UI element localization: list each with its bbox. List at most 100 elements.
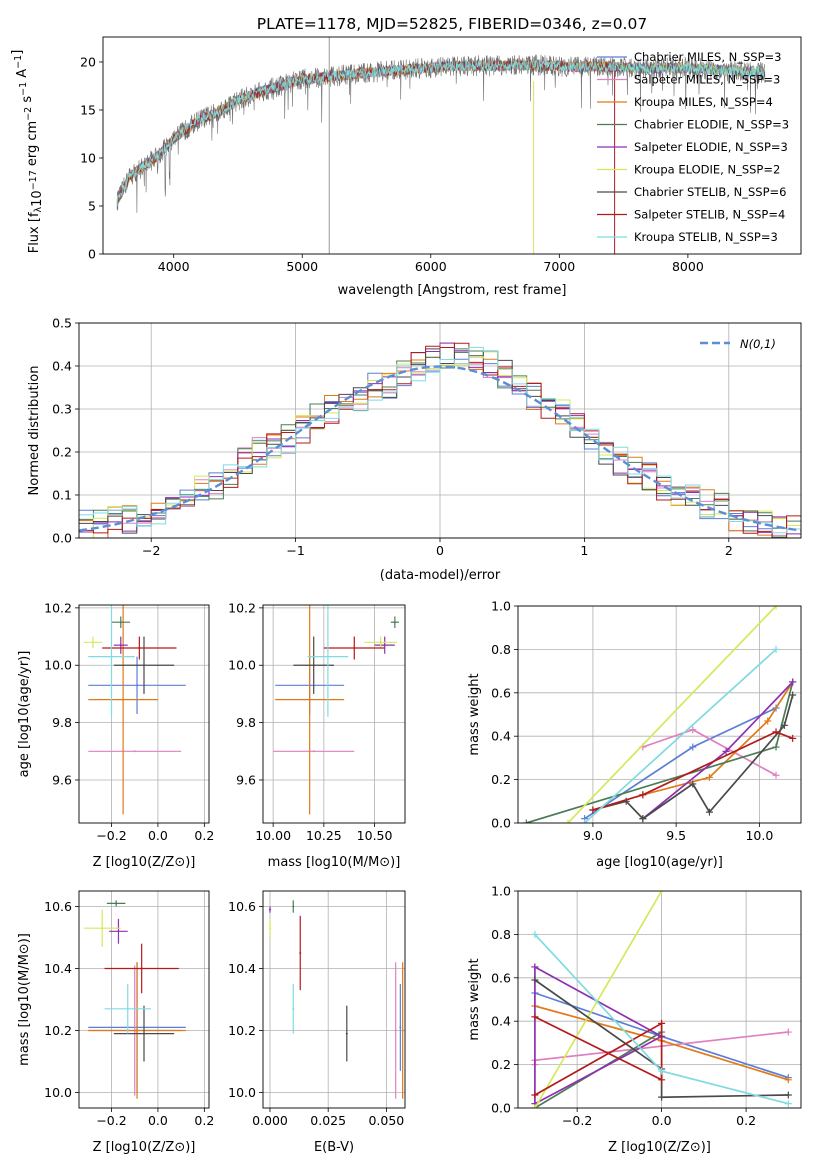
x-tick-label: 9.0	[583, 828, 603, 843]
axes-frame	[78, 890, 210, 1109]
errorbar-point	[268, 908, 271, 911]
weight-series-marker	[658, 1076, 666, 1084]
errorbar-point	[345, 1032, 348, 1035]
x-tick-label: 0.000	[252, 1113, 288, 1128]
weight-series-marker	[639, 791, 647, 799]
x-tick-label: 7000	[543, 259, 575, 274]
weight-lines	[531, 891, 792, 1108]
weight-series-marker	[764, 717, 772, 725]
x-tick-label: 0.0	[148, 828, 168, 843]
weight-series-marker	[705, 808, 713, 816]
x-axis-label: wavelength [Angstrom, rest frame]	[338, 283, 567, 298]
weight-series-marker	[784, 1028, 792, 1036]
errorbar-point	[143, 664, 145, 667]
axes-frame	[262, 604, 406, 824]
weight-series-marker	[772, 728, 780, 736]
x-tick-label: 6000	[415, 259, 447, 274]
errorbar-point	[312, 750, 315, 753]
weight-series-marker	[772, 606, 780, 610]
legend-label: Salpeter MILES, N_SSP=3	[634, 73, 780, 87]
y-tick-label: 0.8	[491, 642, 511, 657]
errorbar-point	[399, 1026, 402, 1029]
y-tick-label: 15	[80, 102, 96, 117]
x-axis-label: age [log10(age/yr)]	[596, 855, 723, 870]
y-tick-label: 10.6	[228, 899, 256, 914]
legend-label: N(0,1)	[740, 337, 776, 351]
y-axis-label: mass [log10(M/M⊙)]	[17, 933, 32, 1066]
axes-frame	[78, 322, 802, 539]
x-axis-label: Z [log10(Z/Z⊙)]	[93, 855, 196, 870]
errorbar-point	[133, 750, 136, 753]
errorbar-group	[268, 900, 404, 1099]
y-tick-label: 1.0	[491, 884, 511, 899]
y-axis-label-part: −2	[23, 107, 34, 121]
chart-title: PLATE=1178, MJD=52825, FIBERID=0346, z=0…	[257, 15, 647, 33]
weight-series-marker	[772, 771, 780, 779]
legend-label: Kroupa MILES, N_SSP=4	[634, 95, 773, 109]
errorbar-point	[126, 1007, 129, 1010]
weight-lines	[522, 606, 797, 823]
errorbar-point	[268, 927, 271, 930]
weight-series-marker	[658, 1093, 666, 1101]
legend-label: Chabrier STELIB, N_SSP=6	[634, 185, 786, 199]
model-spectrum-line	[116, 59, 766, 207]
y-axis-label-part: s	[20, 96, 35, 107]
y-tick-label: 10.0	[228, 658, 256, 673]
histogram-steps	[79, 342, 801, 538]
y-tick-label: 20	[80, 54, 96, 69]
x-axis-label: Z [log10(Z/Z⊙)]	[608, 1140, 711, 1155]
errorbar-point	[140, 967, 143, 970]
y-axis-label-part: λ	[33, 206, 44, 212]
weight-series-marker	[784, 1100, 792, 1108]
y-tick-label: 0.2	[491, 1057, 511, 1072]
x-axis-label: mass [log10(M/M⊙)]	[268, 855, 401, 870]
x-tick-label: 1	[580, 543, 588, 558]
weight-series-marker	[780, 721, 788, 729]
weight-series-marker	[772, 743, 780, 751]
errorbar-point	[401, 1029, 404, 1032]
y-tick-label: 0.4	[491, 729, 511, 744]
weight-series-marker	[658, 1067, 666, 1075]
x-tick-label: 10.0	[745, 828, 773, 843]
y-tick-label: 0.3	[52, 402, 72, 417]
weight-series-marker	[789, 734, 797, 742]
y-axis-label-part: erg cm	[25, 121, 40, 170]
y-tick-label: 1.0	[491, 599, 511, 614]
weight-series-marker	[531, 976, 539, 984]
weight-series-marker	[531, 1091, 539, 1099]
x-axis-label: (data-model)/error	[380, 568, 501, 583]
errorbar-point	[383, 644, 386, 647]
errorbar-point	[136, 684, 139, 687]
weight-series-marker	[784, 1076, 792, 1084]
weight-series-marker	[689, 743, 697, 751]
y-tick-label: 10.0	[228, 1085, 256, 1100]
y-tick-label: 0.0	[491, 1101, 511, 1116]
legend-label: Salpeter ELODIE, N_SSP=3	[634, 140, 788, 154]
y-axis-label-part: 10	[30, 190, 45, 207]
weight-series-marker	[689, 726, 697, 734]
errorbar-point	[91, 641, 94, 644]
y-tick-label: 5	[88, 198, 96, 213]
x-tick-label: 0.050	[368, 1113, 404, 1128]
errorbar-point	[353, 647, 356, 650]
x-tick-label: 10.50	[357, 828, 393, 843]
y-tick-label: 0.0	[52, 531, 72, 546]
x-tick-label: 8000	[672, 259, 704, 274]
y-tick-label: 10.2	[44, 1023, 72, 1038]
y-tick-label: 0.2	[52, 445, 72, 460]
x-tick-label: 10.25	[306, 828, 342, 843]
y-tick-label: 10	[80, 150, 96, 165]
x-tick-label: 10.00	[255, 828, 291, 843]
y-tick-label: 10.2	[228, 1023, 256, 1038]
legend-label: Chabrier ELODIE, N_SSP=3	[634, 118, 789, 132]
y-tick-label: 0.4	[52, 359, 72, 374]
x-tick-label: 0.025	[310, 1113, 346, 1128]
errorbar-point	[115, 902, 118, 905]
weight-series-line	[592, 730, 794, 811]
y-tick-label: 10.4	[44, 961, 72, 976]
errorbar-point	[138, 647, 141, 650]
y-tick-label: 0.6	[491, 970, 511, 985]
histogram-series	[79, 342, 801, 538]
weight-series-marker	[689, 780, 697, 788]
errorbar-point	[136, 1029, 139, 1032]
